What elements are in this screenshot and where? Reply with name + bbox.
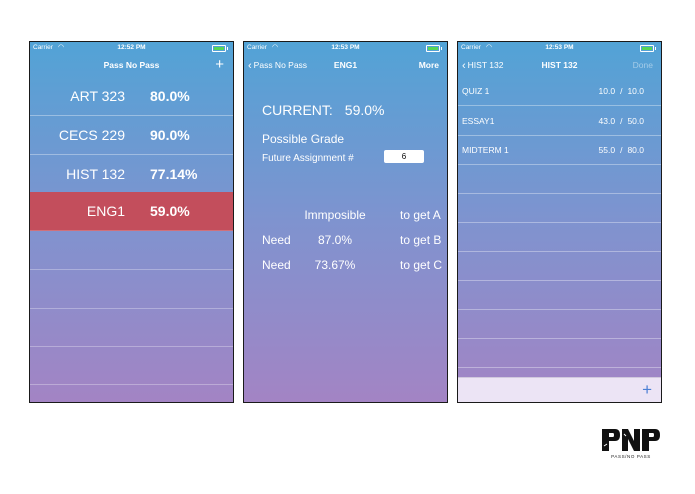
grade-line-a: Immposible to get A — [262, 208, 447, 224]
empty-row — [458, 164, 661, 194]
assignment-row[interactable]: MIDTERM 1 55.0 / 80.0 — [458, 135, 661, 165]
bottom-toolbar: + — [458, 377, 661, 402]
course-row[interactable]: CECS 229 90.0% — [30, 116, 233, 155]
assignment-name: QUIZ 1 — [462, 86, 490, 96]
back-label: HIST 132 — [467, 60, 504, 70]
need-label: Need — [262, 233, 291, 247]
earned-points: 55.0 — [598, 145, 616, 155]
screen-course-detail: Carrier ◠ 12:53 PM ‹ Pass No Pass ENG1 Mo… — [243, 41, 448, 403]
back-button[interactable]: ‹ HIST 132 — [462, 60, 504, 72]
status-bar: Carrier ◠ 12:52 PM — [30, 42, 233, 54]
future-assignment-label: Future Assignment # — [262, 153, 354, 164]
assignment-row[interactable]: QUIZ 1 10.0 / 10.0 — [458, 76, 661, 106]
course-name: CECS 229 — [58, 127, 125, 143]
target-grade: to get C — [400, 258, 443, 272]
total-points: 50.0 — [627, 116, 644, 126]
course-name: HIST 132 — [66, 166, 125, 182]
empty-row — [30, 308, 233, 347]
done-button[interactable]: Done — [632, 60, 653, 70]
carrier-label: Carrier — [461, 44, 481, 51]
wifi-icon: ◠ — [272, 44, 279, 51]
course-name: ART 323 — [70, 88, 125, 104]
nav-title: Pass No Pass — [103, 60, 160, 70]
assignment-score: 10.0 / 10.0 — [599, 86, 644, 96]
battery-icon — [640, 45, 656, 52]
course-percent: 59.0% — [150, 203, 190, 219]
add-course-button[interactable]: + — [215, 56, 224, 73]
empty-row — [458, 222, 661, 252]
status-bar: Carrier ◠ 12:53 PM — [458, 42, 661, 54]
nav-bar: ‹ HIST 132 HIST 132 Done — [458, 54, 661, 76]
more-button[interactable]: More — [418, 60, 439, 70]
add-assignment-button[interactable]: + — [642, 380, 652, 399]
total-points: 10.0 — [627, 86, 644, 96]
current-value: 59.0% — [344, 102, 385, 118]
status-time: 12:53 PM — [331, 44, 360, 51]
course-percent: 90.0% — [150, 127, 190, 143]
score-separator: / — [620, 145, 623, 155]
empty-row — [458, 193, 661, 223]
course-percent: 77.14% — [150, 166, 198, 182]
earned-points: 10.0 — [598, 86, 616, 96]
score-separator: / — [620, 116, 623, 126]
course-row[interactable]: HIST 132 77.14% — [30, 155, 233, 194]
current-grade: CURRENT: 59.0% — [262, 102, 384, 118]
needed-value: Immposible — [304, 208, 366, 222]
nav-title: HIST 132 — [541, 60, 578, 70]
grade-line-b: Need 87.0% to get B — [262, 233, 447, 249]
needed-value: 73.67% — [314, 258, 356, 272]
course-row-selected[interactable]: ENG1 59.0% — [30, 192, 233, 231]
empty-row — [458, 309, 661, 339]
wifi-icon: ◠ — [58, 44, 65, 51]
status-time: 12:53 PM — [545, 44, 574, 51]
assignment-name: ESSAY1 — [462, 116, 495, 126]
status-time: 12:52 PM — [117, 44, 146, 51]
course-row[interactable]: ART 323 80.0% — [30, 77, 233, 116]
assignment-score: 55.0 / 80.0 — [599, 145, 644, 155]
need-label: Need — [262, 258, 291, 272]
current-label: CURRENT: — [262, 102, 333, 118]
empty-row — [30, 231, 233, 270]
target-grade: to get B — [400, 233, 442, 247]
battery-icon — [426, 45, 442, 52]
possible-grade-label: Possible Grade — [262, 132, 345, 146]
back-button[interactable]: ‹ Pass No Pass — [248, 60, 308, 72]
chevron-left-icon: ‹ — [248, 60, 252, 72]
needed-value: 87.0% — [317, 233, 353, 247]
back-label: Pass No Pass — [253, 60, 308, 70]
battery-icon — [212, 45, 228, 52]
total-points: 80.0 — [627, 145, 644, 155]
carrier-label: Carrier — [247, 44, 267, 51]
chevron-left-icon: ‹ — [462, 60, 466, 72]
empty-row — [30, 346, 233, 385]
future-assignment-input[interactable] — [384, 150, 424, 163]
wifi-icon: ◠ — [486, 44, 493, 51]
assignment-score: 43.0 / 50.0 — [599, 116, 644, 126]
empty-row — [458, 338, 661, 368]
status-bar: Carrier ◠ 12:53 PM — [244, 42, 447, 54]
course-percent: 80.0% — [150, 88, 190, 104]
nav-bar: ‹ Pass No Pass ENG1 More — [244, 54, 447, 76]
assignment-name: MIDTERM 1 — [462, 145, 509, 155]
course-name: ENG1 — [86, 203, 125, 219]
grade-line-c: Need 73.67% to get C — [262, 258, 447, 274]
screen-assignments: Carrier ◠ 12:53 PM ‹ HIST 132 HIST 132 Do… — [457, 41, 662, 403]
logo-tagline: PASS/NO PASS — [611, 454, 651, 459]
nav-title: ENG1 — [333, 60, 358, 70]
carrier-label: Carrier — [33, 44, 53, 51]
pnp-logo: PASS/NO PASS — [601, 428, 661, 462]
score-separator: / — [620, 86, 623, 96]
pnp-logo-mark — [602, 429, 660, 451]
nav-bar: Pass No Pass + — [30, 54, 233, 76]
target-grade: to get A — [400, 208, 441, 222]
empty-row — [30, 270, 233, 309]
empty-row — [458, 280, 661, 310]
empty-row — [458, 251, 661, 281]
assignment-row[interactable]: ESSAY1 43.0 / 50.0 — [458, 106, 661, 136]
earned-points: 43.0 — [598, 116, 616, 126]
screen-course-list: Carrier ◠ 12:52 PM Pass No Pass + ART 32… — [29, 41, 234, 403]
